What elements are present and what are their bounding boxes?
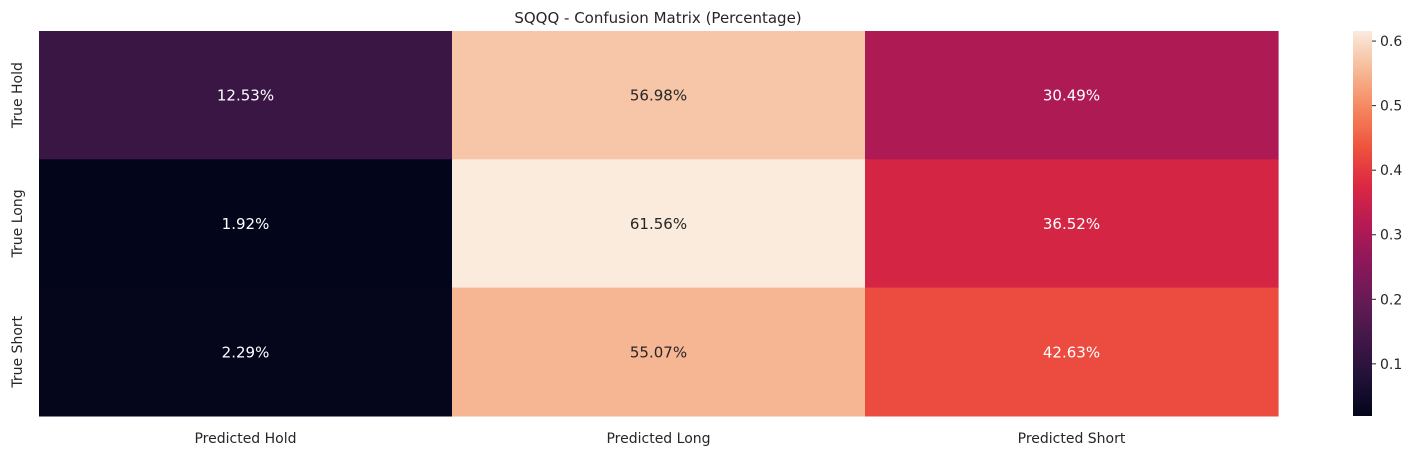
cell-annotations: 12.53% 56.98% 30.49% 1.92% 61.56% 36.52% 2.29%… bbox=[217, 87, 1100, 362]
cell-annotation: 42.63% bbox=[1043, 343, 1100, 361]
heatmap-cell bbox=[865, 31, 1279, 160]
colorbar-tick-label: 0.6 bbox=[1380, 34, 1402, 50]
colorbar-tick-label: 0.3 bbox=[1380, 228, 1402, 244]
cell-annotation: 36.52% bbox=[1043, 215, 1100, 233]
x-tick-label: Predicted Hold bbox=[194, 431, 296, 447]
chart-title: SQQQ - Confusion Matrix (Percentage) bbox=[514, 9, 801, 27]
heatmap-cell bbox=[39, 31, 453, 160]
cell-annotation: 30.49% bbox=[1043, 87, 1100, 105]
x-tick-label: Predicted Long bbox=[606, 431, 710, 447]
cell-annotation: 61.56% bbox=[630, 215, 687, 233]
x-tick-label: Predicted Short bbox=[1018, 431, 1126, 447]
heatmap-cell bbox=[39, 287, 453, 417]
cell-annotation: 12.53% bbox=[217, 87, 274, 105]
y-tick-labels: True Hold True Long True Short bbox=[10, 62, 26, 389]
heatmap-cell bbox=[865, 159, 1279, 289]
heatmap-cell bbox=[452, 31, 866, 160]
cell-annotation: 56.98% bbox=[630, 87, 687, 105]
cell-annotation: 2.29% bbox=[222, 343, 270, 361]
heatmap-cell bbox=[452, 159, 866, 289]
colorbar-tick-label: 0.5 bbox=[1380, 99, 1402, 115]
colorbar-gradient bbox=[1353, 31, 1372, 416]
y-tick-label: True Hold bbox=[10, 62, 26, 129]
y-tick-label: True Short bbox=[10, 315, 26, 388]
x-tick-labels: Predicted Hold Predicted Long Predicted Sh… bbox=[194, 431, 1125, 447]
colorbar-tick-label: 0.2 bbox=[1380, 292, 1402, 308]
colorbar-tick-label: 0.1 bbox=[1380, 357, 1402, 373]
colorbar-tick-label: 0.4 bbox=[1380, 163, 1402, 179]
y-tick-label: True Long bbox=[10, 189, 26, 258]
cell-annotation: 55.07% bbox=[630, 343, 687, 361]
heatmap-cell bbox=[865, 287, 1279, 417]
cell-annotation: 1.92% bbox=[222, 215, 270, 233]
heatmap-cells bbox=[39, 31, 1279, 417]
heatmap-cell bbox=[39, 159, 453, 289]
heatmap-cell bbox=[452, 287, 866, 417]
colorbar: 0.1 0.2 0.3 0.4 0.5 0.6 bbox=[1353, 31, 1402, 416]
